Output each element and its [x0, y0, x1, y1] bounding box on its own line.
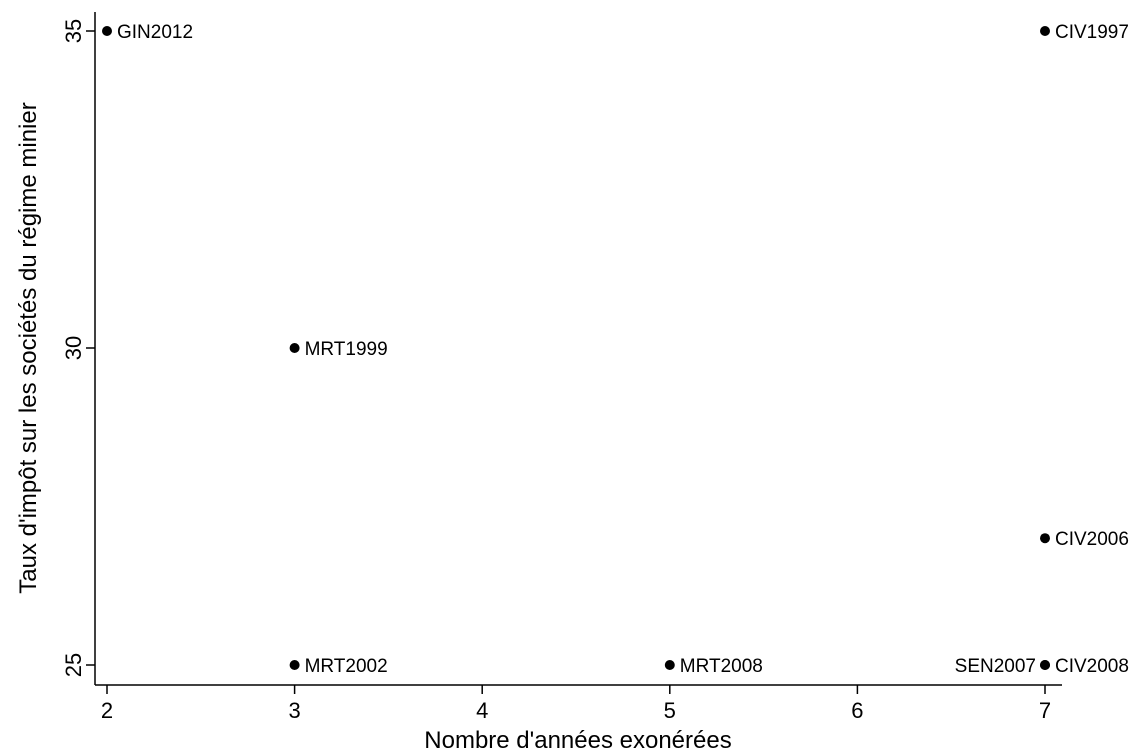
plot-area: 2 3 4 5 6 7 25 30 35 GIN2012 CIV1997 MRT1999 CIV20…	[61, 12, 1129, 723]
data-point-label: MRT1999	[305, 339, 388, 360]
data-point-label: SEN2007	[955, 656, 1036, 677]
data-point	[1040, 26, 1050, 36]
y-axis-ticks: 25 30 35	[61, 19, 95, 677]
data-point-label: MRT2002	[305, 656, 388, 677]
y-tick-label: 25	[61, 653, 86, 677]
data-point-label: MRT2008	[680, 656, 763, 677]
data-point	[289, 660, 300, 670]
data-point-label: CIV2008	[1055, 656, 1129, 677]
data-point	[664, 660, 675, 670]
data-point-label: GIN2012	[117, 22, 193, 43]
x-tick-label: 6	[851, 698, 863, 723]
data-point	[102, 26, 112, 36]
data-point	[1040, 660, 1050, 670]
data-point-label: CIV1997	[1055, 22, 1129, 43]
data-point	[1040, 533, 1050, 544]
x-tick-label: 4	[476, 698, 488, 723]
x-axis-title: Nombre d'années exonérées	[424, 727, 731, 754]
x-tick-label: 7	[1039, 698, 1051, 723]
x-axis-ticks: 2 3 4 5 6 7	[101, 685, 1051, 723]
y-tick-label: 30	[61, 336, 86, 360]
data-point-label: CIV2006	[1055, 529, 1129, 550]
x-tick-label: 5	[664, 698, 676, 723]
x-tick-label: 2	[101, 698, 113, 723]
y-tick-label: 35	[61, 19, 86, 43]
x-tick-label: 3	[288, 698, 300, 723]
y-axis-title: Taux d'impôt sur les sociétés du régime …	[15, 102, 42, 593]
data-points: GIN2012 CIV1997 MRT1999 CIV2006 MRT2002 MRT20…	[102, 22, 1129, 677]
data-point	[289, 343, 300, 353]
